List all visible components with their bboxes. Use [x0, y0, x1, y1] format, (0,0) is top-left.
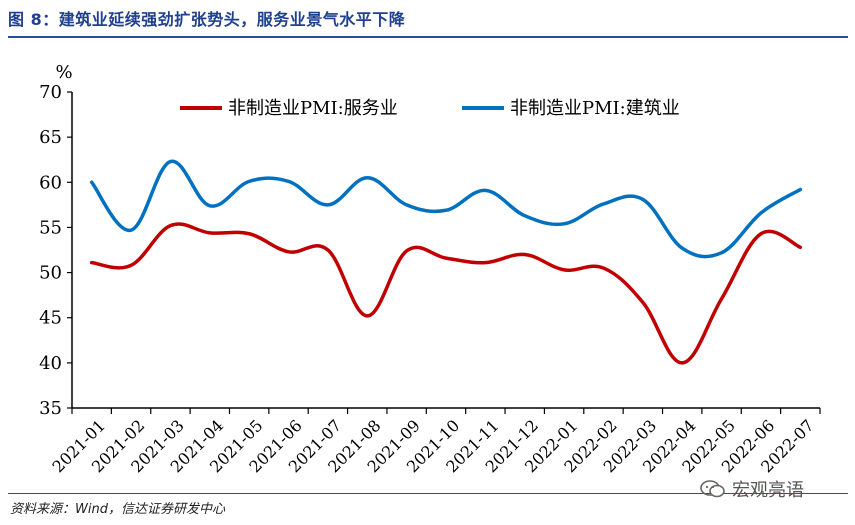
watermark: 宏观亮语 — [700, 476, 804, 502]
series-layer — [89, 159, 803, 365]
y-tick-label: 35 — [39, 398, 62, 419]
y-tick-label: 40 — [39, 353, 62, 374]
footer-divider — [8, 493, 848, 494]
y-tick-label: 70 — [39, 82, 62, 103]
y-axis-unit: % — [55, 62, 72, 83]
watermark-text: 宏观亮语 — [732, 480, 804, 501]
legend: 非制造业PMI:服务业 非制造业PMI:建筑业 — [180, 98, 680, 119]
source-note: 资料来源：Wind，信达证券研发中心 — [10, 502, 225, 517]
legend-label-0: 非制造业PMI:服务业 — [228, 98, 398, 119]
legend-label-1: 非制造业PMI:建筑业 — [510, 98, 680, 119]
series-line-0 — [89, 222, 803, 365]
y-tick-label: 50 — [39, 263, 62, 284]
y-tick-label: 55 — [39, 217, 62, 238]
chart-axes: 3540455055606570%2021-012021-022021-0320… — [39, 62, 821, 476]
line-chart: 3540455055606570%2021-012021-022021-0320… — [39, 62, 821, 476]
y-tick-label: 65 — [39, 127, 62, 148]
chart-title: 图 8：建筑业延续强劲扩张势头，服务业景气水平下降 — [8, 10, 406, 29]
y-tick-label: 60 — [39, 172, 62, 193]
series-line-1 — [89, 159, 803, 259]
y-tick-label: 45 — [39, 308, 62, 329]
wechat-icon — [700, 480, 725, 498]
title-divider — [8, 36, 848, 38]
